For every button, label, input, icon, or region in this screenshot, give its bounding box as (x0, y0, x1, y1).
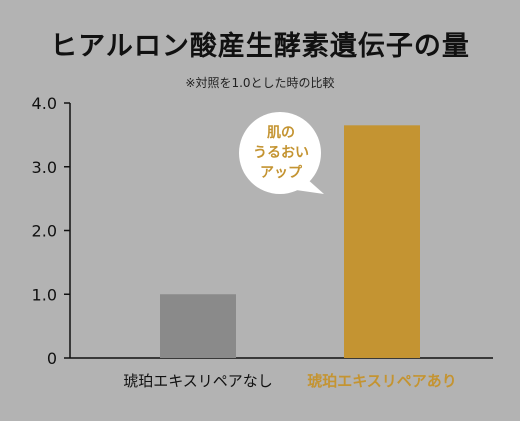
callout-line-3: アップ (260, 165, 303, 181)
bar-control (160, 294, 236, 358)
callout-line-1: 肌の (267, 125, 295, 141)
callout-circle (239, 112, 321, 194)
x-labels: 琥珀エキスリペアなし 琥珀エキスリペアあり (123, 372, 457, 390)
callout-tail (296, 178, 324, 194)
y-tick-label: 0 (47, 349, 57, 368)
y-tick-label: 3.0 (32, 158, 57, 177)
bars (160, 125, 420, 358)
bar-treated (344, 125, 420, 358)
x-label-control: 琥珀エキスリペアなし (123, 372, 273, 390)
x-label-treated: 琥珀エキスリペアあり (307, 372, 457, 390)
y-tick-label: 4.0 (32, 94, 57, 113)
chart-title: ヒアルロン酸産生酵素遺伝子の量 (50, 31, 470, 62)
y-tick-label: 2.0 (32, 222, 57, 241)
callout-line-2: うるおい (253, 145, 309, 161)
chart-subtitle: ※対照を1.0とした時の比較 (185, 76, 335, 90)
callout-bubble: 肌の うるおい アップ (239, 112, 324, 194)
y-tick-label: 1.0 (32, 285, 57, 304)
y-ticks: 0 1.0 2.0 3.0 4.0 (32, 94, 70, 368)
